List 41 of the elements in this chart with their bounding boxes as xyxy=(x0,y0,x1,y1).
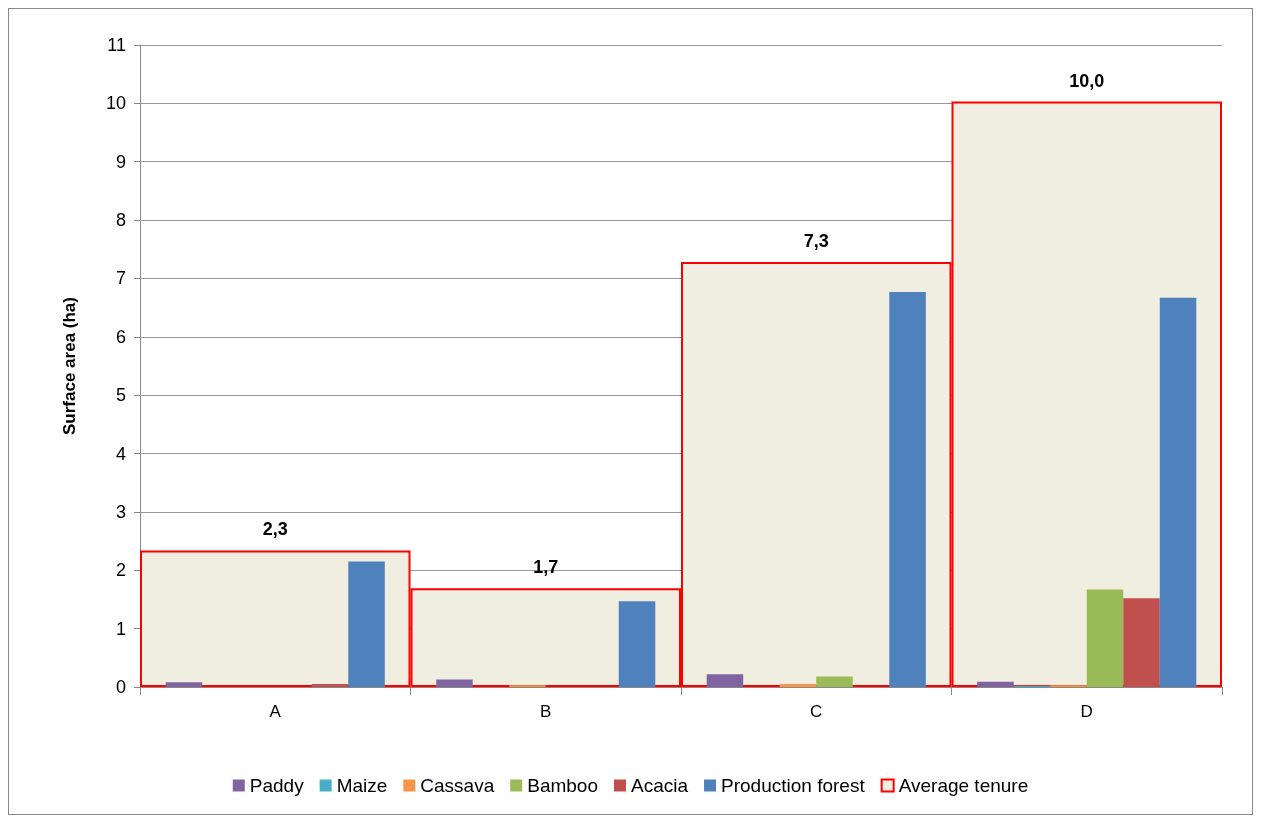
y-tick-label: 0 xyxy=(115,677,126,697)
bar xyxy=(436,679,473,687)
data-label: 1,7 xyxy=(533,557,559,578)
legend-label: Paddy xyxy=(249,775,305,796)
y-tick-label: 10 xyxy=(105,93,126,114)
bar xyxy=(1086,589,1124,687)
y-tick-label: 7 xyxy=(115,268,126,289)
bar xyxy=(348,561,385,687)
bar xyxy=(1159,297,1197,687)
x-tick-label: C xyxy=(810,702,823,721)
y-tick-label: 4 xyxy=(115,443,126,464)
x-tick-label: B xyxy=(540,702,552,721)
legend-label: Bamboo xyxy=(527,775,599,796)
bar xyxy=(816,676,853,687)
data-label: 7,3 xyxy=(803,231,829,252)
y-tick-label: 6 xyxy=(115,326,126,347)
bar xyxy=(889,291,926,687)
legend-label: Acacia xyxy=(631,775,689,796)
y-tick-label: 9 xyxy=(115,151,126,172)
legend-label: Maize xyxy=(336,775,388,796)
y-tick-label: 11 xyxy=(107,35,126,55)
y-axis-title: Surface area (ha) xyxy=(60,297,79,435)
bar xyxy=(779,684,817,687)
bar xyxy=(311,684,349,687)
x-tick-label: A xyxy=(269,702,282,721)
data-label: 10,0 xyxy=(1069,70,1105,91)
y-tick-label: 1 xyxy=(115,618,126,639)
bar xyxy=(165,682,203,687)
legend-label: Average tenure xyxy=(898,775,1029,796)
data-label: 2,3 xyxy=(262,519,288,540)
bar xyxy=(706,674,744,687)
legend-label: Cassava xyxy=(420,775,495,796)
bar xyxy=(977,681,1014,687)
x-tick-label: D xyxy=(1080,702,1093,721)
y-tick-label: 5 xyxy=(115,385,126,406)
y-tick-label: 8 xyxy=(115,210,126,231)
bar xyxy=(618,601,656,687)
y-tick-label: 3 xyxy=(115,501,126,522)
bar xyxy=(1123,598,1160,687)
legend-label: Production forest xyxy=(721,775,866,796)
y-tick-label: 2 xyxy=(115,560,126,581)
